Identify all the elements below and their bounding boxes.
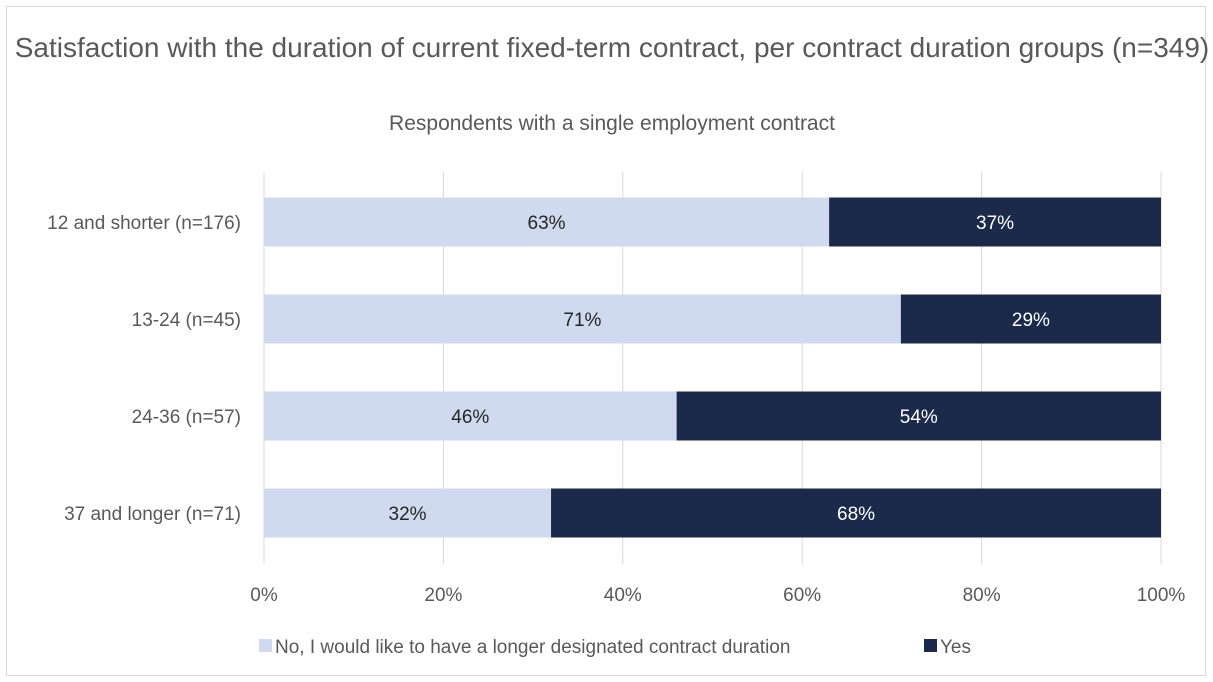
category-label: 12 and shorter (n=176) — [47, 213, 241, 234]
bar-segment — [900, 294, 1161, 344]
x-tick-label: 20% — [424, 585, 462, 606]
bar-segment — [264, 294, 901, 344]
data-label: 68% — [837, 504, 875, 525]
data-label: 29% — [1012, 310, 1050, 331]
x-tick-label: 40% — [604, 585, 642, 606]
data-label: 37% — [976, 213, 1014, 234]
legend-swatch — [924, 639, 937, 652]
bar-segment — [551, 488, 1161, 538]
chart-subtitle: Respondents with a single employment con… — [389, 112, 835, 135]
data-label: 71% — [563, 310, 601, 331]
category-label: 13-24 (n=45) — [132, 310, 241, 331]
x-tick-label: 0% — [250, 585, 278, 606]
bar-segment — [829, 197, 1161, 247]
bar-segment — [676, 391, 1161, 441]
bar-segment — [264, 488, 552, 538]
category-label: 37 and longer (n=71) — [64, 504, 241, 525]
data-label: 32% — [389, 504, 427, 525]
data-label: 63% — [528, 213, 566, 234]
data-label: 54% — [900, 407, 938, 428]
legend-label: Yes — [940, 637, 971, 658]
legend-label: No, I would like to have a longer design… — [275, 637, 790, 658]
x-tick-label: 80% — [963, 585, 1001, 606]
chart-title: Satisfaction with the duration of curren… — [14, 32, 1210, 63]
bar-segment — [264, 197, 830, 247]
category-label: 24-36 (n=57) — [132, 407, 241, 428]
legend-swatch — [259, 639, 272, 652]
x-tick-label: 60% — [783, 585, 821, 606]
x-tick-label: 100% — [1137, 585, 1186, 606]
bar-segment — [264, 391, 677, 441]
data-label: 46% — [451, 407, 489, 428]
